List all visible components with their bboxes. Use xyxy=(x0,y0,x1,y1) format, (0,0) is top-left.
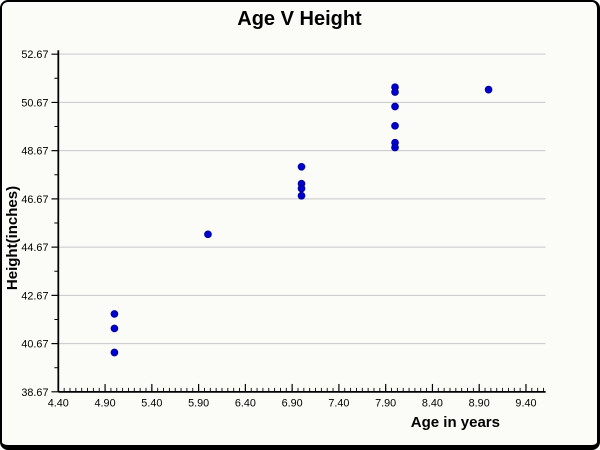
y-axis-label: Height(inches) xyxy=(4,185,21,291)
axes xyxy=(57,50,546,393)
x-axis-label: Age in years xyxy=(410,414,500,431)
y-tick-labels: 38.67 40.67 42.67 44.67 46.67 48.67 50.67 52.67 xyxy=(21,49,48,399)
data-point xyxy=(391,143,399,152)
svg-text:40.67: 40.67 xyxy=(21,339,48,351)
svg-text:6.90: 6.90 xyxy=(282,398,303,410)
svg-text:5.40: 5.40 xyxy=(141,398,162,410)
data-point xyxy=(391,88,399,96)
chart-title: Age V Height xyxy=(237,8,362,30)
svg-text:50.67: 50.67 xyxy=(21,97,48,109)
data-point xyxy=(484,85,493,94)
svg-text:9.40: 9.40 xyxy=(515,398,536,410)
svg-text:8.90: 8.90 xyxy=(469,398,490,410)
svg-text:38.67: 38.67 xyxy=(21,387,48,399)
data-point xyxy=(297,191,306,200)
svg-text:52.67: 52.67 xyxy=(21,49,48,61)
svg-text:7.90: 7.90 xyxy=(375,398,396,410)
x-tick-labels: 4.40 4.90 5.40 5.90 6.40 6.90 7.40 7.90 8.40 8.90… xyxy=(48,398,537,410)
data-point xyxy=(391,102,399,111)
gridlines xyxy=(58,53,546,393)
svg-text:46.67: 46.67 xyxy=(21,194,48,206)
svg-text:4.90: 4.90 xyxy=(95,398,116,410)
svg-text:48.67: 48.67 xyxy=(21,146,48,158)
data-point xyxy=(391,121,399,130)
svg-text:4.40: 4.40 xyxy=(48,398,69,410)
svg-text:6.40: 6.40 xyxy=(235,398,256,410)
svg-text:44.67: 44.67 xyxy=(21,242,48,254)
data-point xyxy=(110,348,119,357)
scatter-plot: 38.67 40.67 42.67 44.67 46.67 48.67 50.67 52.67… xyxy=(21,49,546,410)
data-point xyxy=(110,310,119,318)
x-ticks xyxy=(57,383,544,392)
data-point xyxy=(110,324,119,333)
y-ticks xyxy=(51,53,59,393)
data-point xyxy=(204,230,212,239)
data-point xyxy=(297,184,306,193)
data-points xyxy=(110,83,493,357)
svg-text:7.40: 7.40 xyxy=(328,398,349,410)
svg-text:5.90: 5.90 xyxy=(188,398,209,410)
svg-text:8.40: 8.40 xyxy=(422,398,443,410)
data-point xyxy=(297,162,306,171)
svg-text:42.67: 42.67 xyxy=(21,290,48,302)
